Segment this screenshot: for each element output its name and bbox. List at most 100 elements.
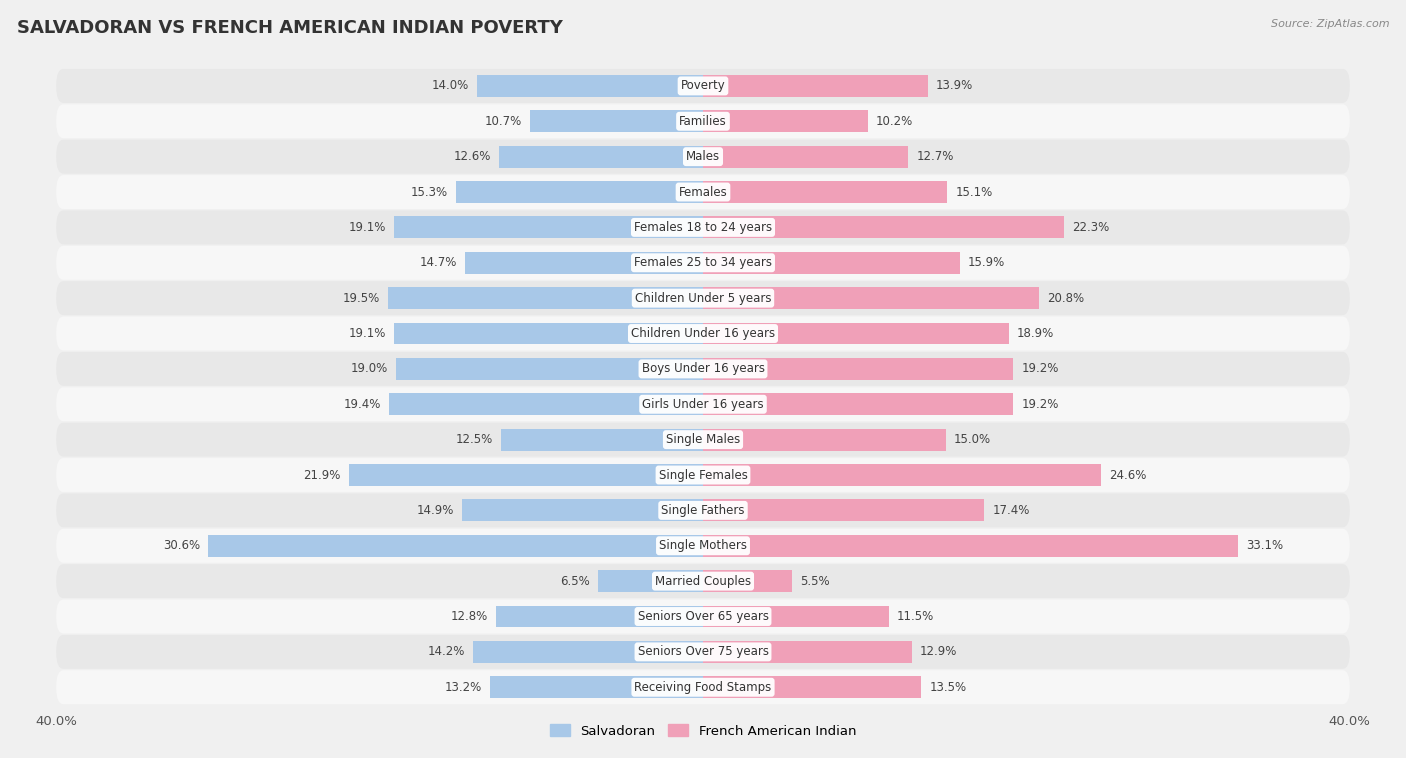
FancyBboxPatch shape <box>56 670 1350 704</box>
Bar <box>489 676 703 698</box>
Text: 12.7%: 12.7% <box>917 150 953 163</box>
Bar <box>530 111 703 132</box>
Text: 14.2%: 14.2% <box>427 645 465 659</box>
Text: SALVADORAN VS FRENCH AMERICAN INDIAN POVERTY: SALVADORAN VS FRENCH AMERICAN INDIAN POV… <box>17 19 562 37</box>
Bar <box>703 252 960 274</box>
Bar <box>703 111 868 132</box>
Legend: Salvadoran, French American Indian: Salvadoran, French American Indian <box>544 719 862 743</box>
Text: 12.5%: 12.5% <box>456 433 494 446</box>
Bar <box>703 323 1008 344</box>
Text: Single Females: Single Females <box>658 468 748 481</box>
Text: 12.9%: 12.9% <box>920 645 957 659</box>
Bar <box>703 217 1063 238</box>
Text: Females 25 to 34 years: Females 25 to 34 years <box>634 256 772 269</box>
FancyBboxPatch shape <box>56 246 1350 280</box>
Bar <box>499 146 703 168</box>
Text: Seniors Over 65 years: Seniors Over 65 years <box>637 610 769 623</box>
FancyBboxPatch shape <box>56 458 1350 492</box>
Bar <box>703 535 1239 556</box>
FancyBboxPatch shape <box>56 564 1350 598</box>
Bar <box>703 570 792 592</box>
FancyBboxPatch shape <box>56 493 1350 528</box>
Bar <box>208 535 703 556</box>
Bar <box>703 358 1014 380</box>
Text: Boys Under 16 years: Boys Under 16 years <box>641 362 765 375</box>
Text: 19.4%: 19.4% <box>344 398 381 411</box>
Text: 19.2%: 19.2% <box>1022 398 1059 411</box>
Bar <box>703 75 928 97</box>
FancyBboxPatch shape <box>56 352 1350 386</box>
Text: Source: ZipAtlas.com: Source: ZipAtlas.com <box>1271 19 1389 29</box>
Text: Males: Males <box>686 150 720 163</box>
Bar <box>703 500 984 522</box>
Text: 10.7%: 10.7% <box>485 114 522 128</box>
Bar <box>703 606 889 628</box>
Text: 21.9%: 21.9% <box>304 468 340 481</box>
Text: 22.3%: 22.3% <box>1071 221 1109 234</box>
Text: 19.1%: 19.1% <box>349 221 387 234</box>
Text: Females 18 to 24 years: Females 18 to 24 years <box>634 221 772 234</box>
Bar <box>703 393 1014 415</box>
Text: 24.6%: 24.6% <box>1109 468 1146 481</box>
FancyBboxPatch shape <box>56 211 1350 244</box>
FancyBboxPatch shape <box>56 105 1350 138</box>
FancyBboxPatch shape <box>56 635 1350 669</box>
Text: 15.1%: 15.1% <box>955 186 993 199</box>
Text: Females: Females <box>679 186 727 199</box>
Text: Married Couples: Married Couples <box>655 575 751 587</box>
Text: 17.4%: 17.4% <box>993 504 1029 517</box>
Text: Poverty: Poverty <box>681 80 725 92</box>
FancyBboxPatch shape <box>56 139 1350 174</box>
Bar <box>477 75 703 97</box>
Text: 14.7%: 14.7% <box>420 256 457 269</box>
Text: Single Mothers: Single Mothers <box>659 539 747 553</box>
FancyBboxPatch shape <box>56 69 1350 103</box>
Text: Families: Families <box>679 114 727 128</box>
Bar <box>703 181 948 203</box>
Text: Girls Under 16 years: Girls Under 16 years <box>643 398 763 411</box>
Text: 13.2%: 13.2% <box>444 681 481 694</box>
FancyBboxPatch shape <box>56 317 1350 350</box>
Bar <box>465 252 703 274</box>
Bar <box>474 641 703 662</box>
Text: 30.6%: 30.6% <box>163 539 200 553</box>
Text: 14.9%: 14.9% <box>416 504 454 517</box>
Bar <box>388 287 703 309</box>
Text: Single Males: Single Males <box>666 433 740 446</box>
Bar <box>389 393 703 415</box>
Text: 11.5%: 11.5% <box>897 610 934 623</box>
Text: 15.9%: 15.9% <box>969 256 1005 269</box>
Text: 33.1%: 33.1% <box>1246 539 1284 553</box>
Text: Children Under 5 years: Children Under 5 years <box>634 292 772 305</box>
Bar <box>496 606 703 628</box>
Bar <box>703 464 1101 486</box>
Text: 19.1%: 19.1% <box>349 327 387 340</box>
Text: Children Under 16 years: Children Under 16 years <box>631 327 775 340</box>
Bar <box>703 287 1039 309</box>
Bar <box>501 429 703 450</box>
FancyBboxPatch shape <box>56 529 1350 562</box>
Text: 18.9%: 18.9% <box>1017 327 1054 340</box>
Text: 13.5%: 13.5% <box>929 681 966 694</box>
Text: Receiving Food Stamps: Receiving Food Stamps <box>634 681 772 694</box>
Text: 5.5%: 5.5% <box>800 575 830 587</box>
Text: Seniors Over 75 years: Seniors Over 75 years <box>637 645 769 659</box>
Text: 12.6%: 12.6% <box>454 150 491 163</box>
Bar <box>463 500 703 522</box>
FancyBboxPatch shape <box>56 387 1350 421</box>
Text: 15.0%: 15.0% <box>953 433 991 446</box>
Text: Single Fathers: Single Fathers <box>661 504 745 517</box>
Text: 12.8%: 12.8% <box>451 610 488 623</box>
Bar <box>349 464 703 486</box>
Bar <box>394 217 703 238</box>
Bar <box>703 641 911 662</box>
Text: 19.5%: 19.5% <box>343 292 380 305</box>
FancyBboxPatch shape <box>56 281 1350 315</box>
FancyBboxPatch shape <box>56 600 1350 634</box>
Bar <box>396 358 703 380</box>
Text: 19.0%: 19.0% <box>350 362 388 375</box>
Bar <box>598 570 703 592</box>
Bar <box>703 429 945 450</box>
Text: 15.3%: 15.3% <box>411 186 447 199</box>
Bar <box>394 323 703 344</box>
